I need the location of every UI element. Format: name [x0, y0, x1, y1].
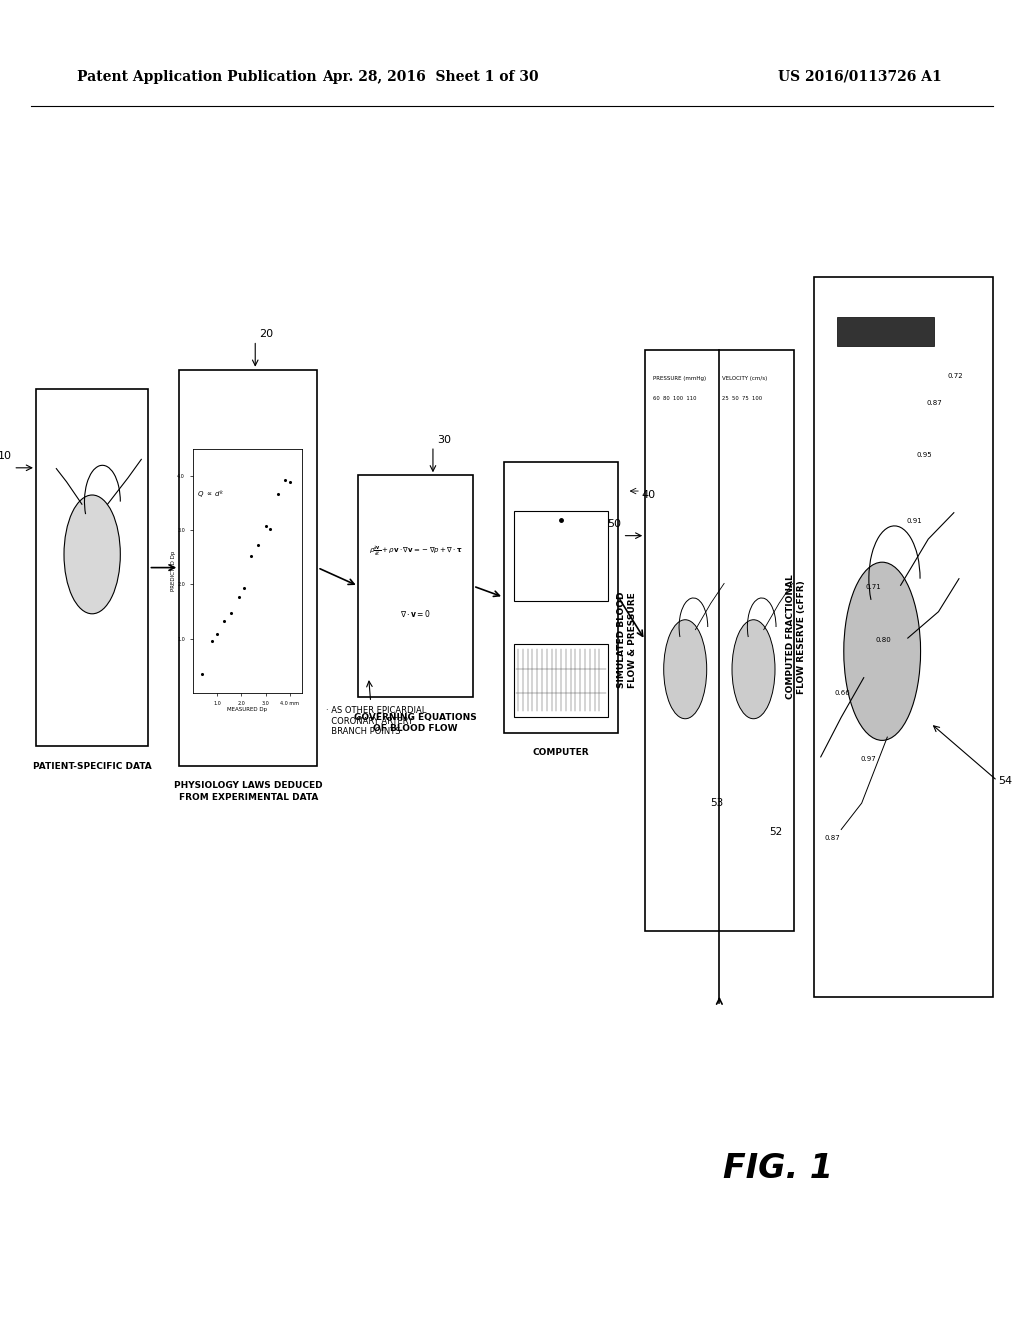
Text: 0.72: 0.72	[947, 374, 963, 379]
Point	[262, 519, 279, 540]
Point	[209, 623, 225, 644]
Bar	[358, 475, 473, 697]
Text: 25  50  75  100: 25 50 75 100	[722, 396, 763, 401]
Text: 53: 53	[710, 797, 723, 808]
Text: 50: 50	[607, 519, 622, 529]
Text: COMPUTED FRACTIONAL
FLOW RESERVE (cFFR): COMPUTED FRACTIONAL FLOW RESERVE (cFFR)	[785, 574, 806, 700]
Text: 30: 30	[437, 434, 451, 445]
Text: PHYSIOLOGY LAWS DEDUCED
FROM EXPERIMENTAL DATA: PHYSIOLOGY LAWS DEDUCED FROM EXPERIMENTA…	[174, 781, 323, 801]
Point	[236, 577, 252, 598]
Ellipse shape	[63, 495, 121, 614]
Text: 0.80: 0.80	[876, 638, 891, 643]
Y-axis label: PREDICTED Dp: PREDICTED Dp	[171, 550, 176, 591]
Text: 0.95: 0.95	[916, 453, 932, 458]
Point	[223, 602, 240, 623]
Text: 10: 10	[0, 451, 12, 461]
Text: Apr. 28, 2016  Sheet 1 of 30: Apr. 28, 2016 Sheet 1 of 30	[322, 70, 539, 83]
Point	[216, 610, 232, 631]
Text: GOVERNING EQUATIONS
OF BLOOD FLOW: GOVERNING EQUATIONS OF BLOOD FLOW	[354, 713, 477, 733]
Bar	[504, 462, 618, 733]
X-axis label: MEASURED Dp: MEASURED Dp	[227, 708, 267, 711]
Bar	[179, 370, 317, 766]
Point	[250, 535, 266, 556]
Ellipse shape	[732, 619, 775, 718]
Text: 20: 20	[259, 329, 273, 339]
Text: 0.66: 0.66	[835, 690, 850, 696]
Text: VELOCITY (cm/s): VELOCITY (cm/s)	[722, 376, 768, 381]
Bar	[514, 511, 608, 601]
Text: Q $\propto$ d$^k$: Q $\propto$ d$^k$	[198, 488, 224, 502]
Ellipse shape	[844, 562, 921, 741]
Bar	[645, 350, 794, 931]
Point	[257, 516, 273, 537]
Point	[204, 630, 220, 651]
Text: · AS OTHER EPICARDIAL
  CORONARY ARTERY
  BRANCH POINTS: · AS OTHER EPICARDIAL CORONARY ARTERY BR…	[326, 706, 426, 737]
Bar	[814, 277, 993, 997]
Point	[195, 663, 211, 684]
Point	[282, 471, 298, 492]
Text: 60  80  100  110: 60 80 100 110	[653, 396, 696, 401]
Text: 52: 52	[769, 826, 782, 837]
Bar	[837, 317, 934, 346]
Text: SIMULATED BLOOD
FLOW & PRESSURE: SIMULATED BLOOD FLOW & PRESSURE	[616, 591, 637, 689]
Text: 0.87: 0.87	[927, 400, 942, 405]
Text: 0.87: 0.87	[824, 836, 840, 841]
Text: Patent Application Publication: Patent Application Publication	[77, 70, 316, 83]
Point	[243, 545, 259, 566]
Text: 0.97: 0.97	[860, 756, 876, 762]
Bar	[514, 644, 608, 717]
Text: COMPUTER: COMPUTER	[532, 748, 590, 758]
Text: $\nabla\cdot\mathbf{v}=0$: $\nabla\cdot\mathbf{v}=0$	[400, 609, 431, 619]
Bar	[36, 389, 148, 746]
Text: PATIENT-SPECIFIC DATA: PATIENT-SPECIFIC DATA	[33, 762, 152, 771]
Text: $\rho\frac{\partial\mathbf{v}}{\partial t}+\rho\mathbf{v}\cdot\nabla\mathbf{v}=-: $\rho\frac{\partial\mathbf{v}}{\partial …	[369, 544, 463, 557]
Point	[276, 470, 293, 491]
Text: FIG. 1: FIG. 1	[723, 1151, 834, 1185]
Text: PRESSURE (mmHg): PRESSURE (mmHg)	[653, 376, 707, 381]
Point	[269, 483, 286, 504]
Text: 54: 54	[998, 776, 1013, 785]
Text: 40: 40	[641, 490, 655, 500]
Ellipse shape	[664, 619, 707, 718]
Text: US 2016/0113726 A1: US 2016/0113726 A1	[778, 70, 942, 83]
Point	[230, 586, 247, 607]
Text: 0.71: 0.71	[865, 585, 881, 590]
Text: 0.91: 0.91	[906, 519, 922, 524]
